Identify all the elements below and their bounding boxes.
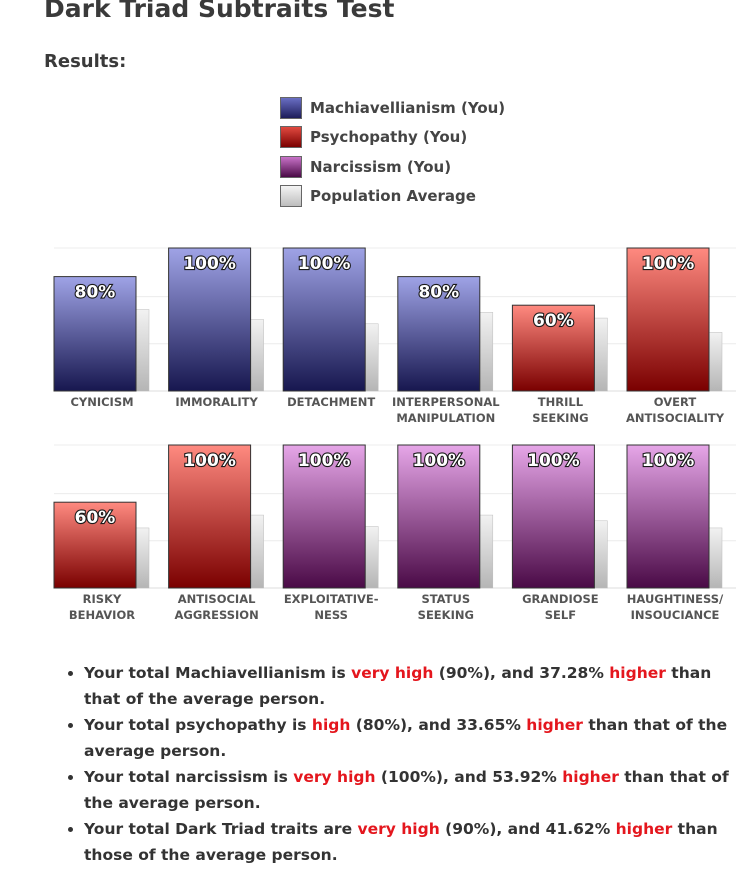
average-bar — [250, 319, 264, 392]
legend-swatch-machiavellianism — [280, 96, 302, 119]
legend-item-population-average: Population Average — [280, 182, 505, 212]
direction-text: higher — [526, 716, 583, 734]
level-text: very high — [293, 768, 376, 786]
bar-value-label: 100% — [298, 254, 351, 274]
category-label: NESS — [314, 608, 348, 622]
legend-label: Psychopathy (You) — [310, 128, 468, 147]
direction-text: higher — [609, 664, 666, 682]
average-bar — [364, 526, 379, 589]
category-label: AGGRESSION — [174, 608, 258, 622]
category-label: OVERT — [654, 395, 697, 409]
legend-swatch-narcissism — [280, 155, 302, 178]
summary-psychopathy: Your total psychopathy is high (80%), an… — [84, 712, 746, 764]
bar-value-label: 60% — [75, 508, 116, 528]
level-text: very high — [357, 820, 440, 838]
average-bar — [135, 527, 150, 589]
machiavellianism-bar — [168, 247, 252, 392]
narcissism-bar — [282, 444, 366, 589]
category-label: ANTISOCIAL — [178, 592, 256, 606]
direction-text: higher — [562, 768, 619, 786]
bar-value-label: 100% — [642, 451, 695, 471]
average-bar — [250, 514, 264, 589]
level-text: high — [311, 716, 351, 734]
legend-item-narcissism: Narcissism (You) — [280, 152, 505, 182]
bar-value-label: 100% — [183, 451, 236, 471]
category-label: MANIPULATION — [396, 411, 495, 425]
category-label: IMMORALITY — [175, 395, 258, 409]
narcissism-bar — [626, 444, 710, 589]
subtraits-bar-chart: 80% CYNICISM 100% IMMORALITY 100% DETACHMENT 8… — [53, 247, 736, 622]
bar-value-label: 100% — [413, 451, 466, 471]
bar-value-label: 100% — [183, 254, 236, 274]
average-bar — [479, 312, 494, 392]
legend-item-machiavellianism: Machiavellianism (You) — [280, 93, 505, 123]
category-label: SELF — [545, 608, 576, 622]
category-label: HAUGHTINESS/ — [627, 592, 724, 606]
chart-bars: 80% CYNICISM 100% IMMORALITY 100% DETACHMENT 8… — [53, 247, 725, 622]
category-label: SEEKING — [418, 608, 474, 622]
legend-item-psychopathy: Psychopathy (You) — [280, 123, 505, 153]
bar-value-label: 100% — [298, 451, 351, 471]
category-label: INSOUCIANCE — [631, 608, 720, 622]
narcissism-bar — [511, 444, 595, 589]
psychopathy-bar — [168, 444, 252, 589]
bar-value-label: 80% — [418, 283, 459, 303]
legend-label: Population Average — [310, 187, 476, 206]
psychopathy-bar — [511, 304, 595, 392]
average-bar — [594, 520, 608, 589]
average-bar — [364, 323, 379, 392]
category-label: BEHAVIOR — [69, 608, 135, 622]
category-label: THRILL — [538, 395, 584, 409]
bar-value-label: 100% — [642, 254, 695, 274]
results-heading: Results: — [44, 51, 127, 72]
chart-grid — [54, 247, 736, 589]
legend-swatch-psychopathy — [280, 126, 302, 149]
category-label: DETACHMENT — [287, 395, 375, 409]
average-bar — [708, 527, 723, 589]
page-title: Dark Triad Subtraits Test — [44, 0, 395, 23]
psychopathy-bar — [626, 247, 710, 392]
machiavellianism-bar — [53, 276, 137, 392]
category-label: STATUS — [421, 592, 470, 606]
psychopathy-bar — [53, 501, 137, 589]
bar-value-label: 100% — [527, 451, 580, 471]
summary-machiavellianism: Your total Machiavellianism is very high… — [84, 660, 746, 712]
category-label: GRANDIOSE — [522, 592, 599, 606]
direction-text: higher — [615, 820, 673, 838]
narcissism-bar — [397, 444, 481, 589]
category-label: CYNICISM — [70, 395, 133, 409]
legend-label: Narcissism (You) — [310, 157, 452, 176]
machiavellianism-bar — [397, 276, 481, 392]
bar-value-label: 60% — [533, 311, 574, 331]
average-bar — [594, 317, 608, 392]
category-label: SEEKING — [532, 411, 588, 425]
results-summary-list: Your total Machiavellianism is very high… — [62, 660, 746, 868]
level-text: very high — [351, 664, 434, 682]
chart-legend: Machiavellianism (You) Psychopathy (You)… — [280, 93, 505, 211]
category-label: EXPLOITATIVE- — [284, 592, 379, 606]
summary-narcissism: Your total narcissism is very high (100%… — [84, 764, 746, 816]
legend-label: Machiavellianism (You) — [310, 98, 506, 117]
legend-swatch-population-average — [280, 185, 302, 208]
category-label: ANTISOCIALITY — [626, 411, 725, 425]
average-bar — [135, 309, 150, 392]
machiavellianism-bar — [282, 247, 366, 392]
category-label: INTERPERSONAL — [392, 395, 500, 409]
average-bar — [479, 514, 494, 589]
category-label: RISKY — [83, 592, 122, 606]
average-bar — [708, 332, 723, 392]
bar-value-label: 80% — [75, 283, 116, 303]
summary-dark-triad-total: Your total Dark Triad traits are very hi… — [84, 816, 746, 868]
